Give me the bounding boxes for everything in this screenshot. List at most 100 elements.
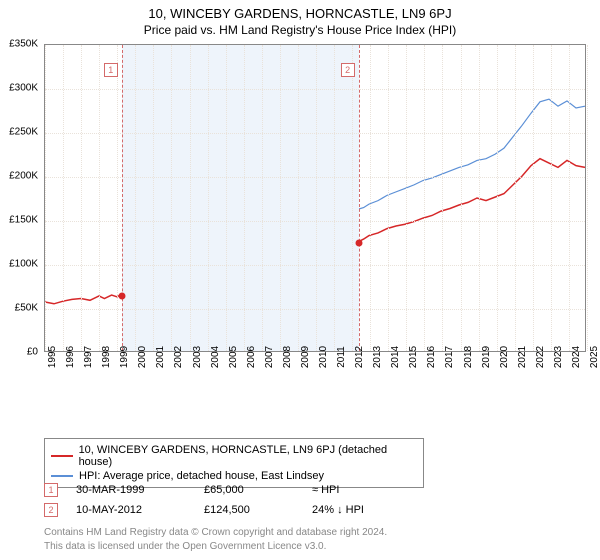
chart-subtitle: Price paid vs. HM Land Registry's House … — [0, 21, 600, 41]
x-axis-label: 2006 — [246, 346, 257, 368]
y-axis-label: £100K — [4, 259, 38, 270]
gridline-vertical — [153, 45, 154, 351]
x-axis-label: 2012 — [354, 346, 365, 368]
gridline-vertical — [298, 45, 299, 351]
gridline-vertical — [442, 45, 443, 351]
footer-line-2: This data is licensed under the Open Gov… — [44, 540, 387, 554]
sale-point — [118, 292, 125, 299]
sale-delta: ≈ HPI — [312, 484, 402, 496]
gridline-vertical — [352, 45, 353, 351]
gridline-vertical — [479, 45, 480, 351]
gridline-vertical — [388, 45, 389, 351]
sale-index-box: 2 — [44, 503, 58, 517]
y-axis-label: £350K — [4, 39, 38, 50]
gridline-vertical — [316, 45, 317, 351]
sale-point — [355, 240, 362, 247]
sale-vline — [122, 45, 123, 351]
x-axis-label: 1999 — [119, 346, 130, 368]
sale-delta: 24% ↓ HPI — [312, 504, 402, 516]
gridline-vertical — [171, 45, 172, 351]
x-axis-label: 2007 — [264, 346, 275, 368]
x-axis-label: 2005 — [228, 346, 239, 368]
gridline-vertical — [135, 45, 136, 351]
legend-row: 10, WINCEBY GARDENS, HORNCASTLE, LN9 6PJ… — [51, 443, 417, 469]
gridline-vertical — [569, 45, 570, 351]
x-axis-label: 2021 — [517, 346, 528, 368]
gridline-vertical — [45, 45, 46, 351]
footer-line-1: Contains HM Land Registry data © Crown c… — [44, 526, 387, 540]
gridline-vertical — [190, 45, 191, 351]
sale-marker-label: 1 — [104, 63, 118, 77]
gridline-vertical — [63, 45, 64, 351]
gridline-vertical — [99, 45, 100, 351]
gridline-horizontal — [45, 221, 585, 222]
plot-box: 12 — [44, 44, 586, 352]
gridline-vertical — [587, 45, 588, 351]
sale-date: 30-MAR-1999 — [76, 484, 186, 496]
x-axis-label: 2001 — [155, 346, 166, 368]
gridline-horizontal — [45, 309, 585, 310]
gridline-vertical — [551, 45, 552, 351]
gridline-vertical — [515, 45, 516, 351]
sale-period-band — [122, 45, 359, 351]
gridline-vertical — [370, 45, 371, 351]
sale-index-box: 1 — [44, 483, 58, 497]
legend-swatch — [51, 475, 73, 477]
gridline-vertical — [334, 45, 335, 351]
chart-container: 10, WINCEBY GARDENS, HORNCASTLE, LN9 6PJ… — [0, 0, 600, 560]
gridline-horizontal — [45, 133, 585, 134]
gridline-vertical — [244, 45, 245, 351]
gridline-vertical — [262, 45, 263, 351]
y-axis-label: £0 — [4, 347, 38, 358]
gridline-vertical — [461, 45, 462, 351]
y-axis-label: £200K — [4, 171, 38, 182]
x-axis-label: 1998 — [101, 346, 112, 368]
x-axis-label: 2015 — [408, 346, 419, 368]
x-axis-label: 2018 — [463, 346, 474, 368]
x-axis-label: 2017 — [444, 346, 455, 368]
x-axis-label: 1996 — [65, 346, 76, 368]
gridline-horizontal — [45, 177, 585, 178]
gridline-vertical — [280, 45, 281, 351]
gridline-vertical — [406, 45, 407, 351]
x-axis-label: 1995 — [47, 346, 58, 368]
x-axis-label: 2024 — [571, 346, 582, 368]
y-axis-label: £250K — [4, 127, 38, 138]
x-axis-label: 2014 — [390, 346, 401, 368]
gridline-vertical — [533, 45, 534, 351]
x-axis-label: 2000 — [137, 346, 148, 368]
x-axis-label: 2025 — [589, 346, 600, 368]
gridline-horizontal — [45, 265, 585, 266]
sale-price: £124,500 — [204, 504, 294, 516]
chart-area: 12 £0£50K£100K£150K£200K£250K£300K£350K1… — [0, 44, 600, 394]
legend-label: 10, WINCEBY GARDENS, HORNCASTLE, LN9 6PJ… — [79, 444, 417, 468]
x-axis-label: 2016 — [426, 346, 437, 368]
x-axis-label: 2004 — [210, 346, 221, 368]
x-axis-label: 2020 — [499, 346, 510, 368]
gridline-vertical — [117, 45, 118, 351]
gridline-vertical — [424, 45, 425, 351]
gridline-vertical — [81, 45, 82, 351]
x-axis-label: 2022 — [535, 346, 546, 368]
y-axis-label: £150K — [4, 215, 38, 226]
x-axis-label: 2010 — [318, 346, 329, 368]
x-axis-label: 2011 — [336, 346, 347, 368]
sales-table: 1 30-MAR-1999 £65,000 ≈ HPI 2 10-MAY-2012 £124… — [44, 480, 402, 520]
y-axis-label: £50K — [4, 303, 38, 314]
x-axis-label: 2008 — [282, 346, 293, 368]
gridline-vertical — [497, 45, 498, 351]
sales-row: 2 10-MAY-2012 £124,500 24% ↓ HPI — [44, 500, 402, 520]
sale-marker-label: 2 — [341, 63, 355, 77]
x-axis-label: 2003 — [192, 346, 203, 368]
sales-row: 1 30-MAR-1999 £65,000 ≈ HPI — [44, 480, 402, 500]
x-axis-label: 2013 — [372, 346, 383, 368]
legend-swatch — [51, 455, 73, 457]
sale-date: 10-MAY-2012 — [76, 504, 186, 516]
chart-title: 10, WINCEBY GARDENS, HORNCASTLE, LN9 6PJ — [0, 0, 600, 21]
gridline-horizontal — [45, 89, 585, 90]
gridline-vertical — [226, 45, 227, 351]
sale-price: £65,000 — [204, 484, 294, 496]
x-axis-label: 2002 — [173, 346, 184, 368]
footer: Contains HM Land Registry data © Crown c… — [44, 526, 387, 553]
x-axis-label: 2019 — [481, 346, 492, 368]
